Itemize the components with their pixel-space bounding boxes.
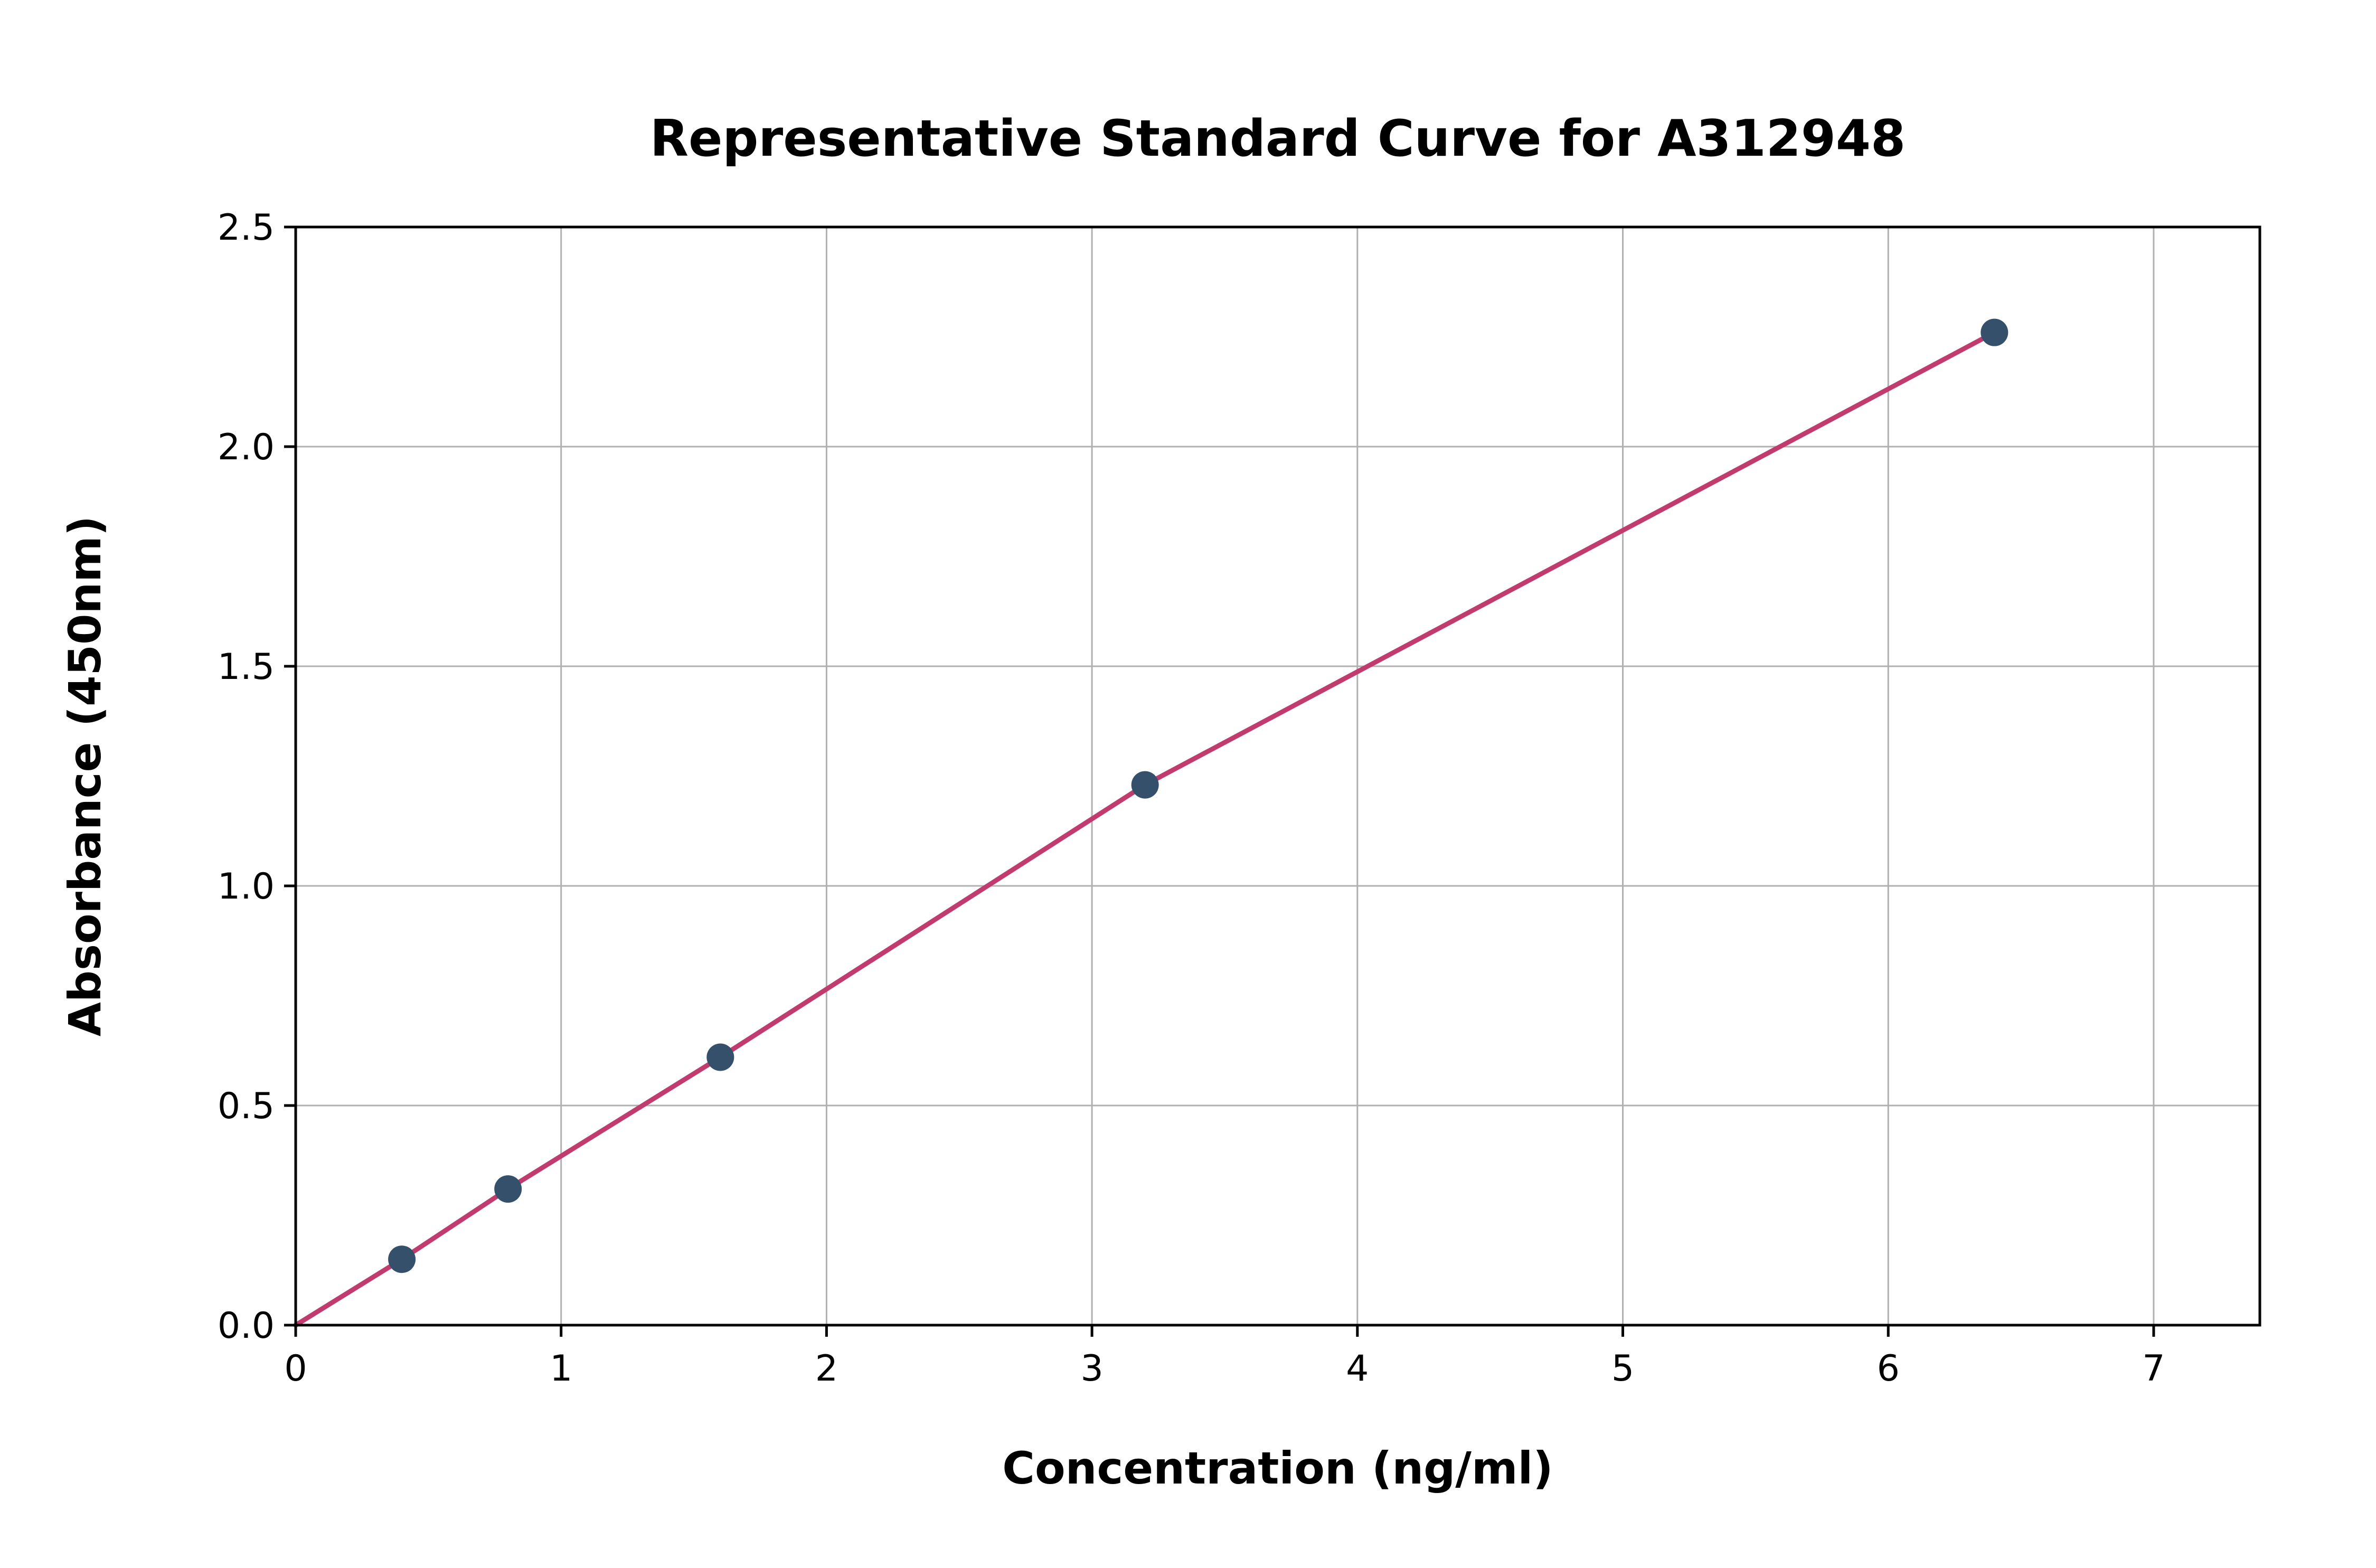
y-axis-label: Absorbance (450nm) [59, 516, 111, 1036]
x-tick-label: 2 [815, 1348, 838, 1390]
chart-title: Representative Standard Curve for A31294… [650, 110, 1906, 168]
y-tick-label: 1.5 [218, 646, 275, 688]
plot-border [294, 225, 2261, 1327]
y-tick-label: 0.5 [218, 1085, 275, 1127]
data-point [706, 1043, 734, 1071]
tick-label-layer: 0 1 2 3 4 5 6 7 0.0 0.5 1.0 1.5 2.0 2.5 [218, 207, 2165, 1390]
data-point [494, 1175, 522, 1203]
data-point [1131, 771, 1159, 799]
x-tick-label: 0 [284, 1348, 307, 1390]
data-layer [293, 318, 2009, 1328]
grid-layer [295, 226, 2260, 1326]
x-tick-label: 6 [1877, 1348, 1900, 1390]
y-tick-label: 0.0 [218, 1305, 275, 1347]
data-point [388, 1245, 416, 1273]
x-tick-label: 1 [550, 1348, 572, 1390]
axis-layer [284, 225, 2261, 1337]
x-tick-label: 4 [1346, 1348, 1369, 1390]
x-tick-label: 5 [1611, 1348, 1634, 1390]
standard-curve-line [293, 330, 1997, 1328]
x-axis-label: Concentration (ng/ml) [1002, 1442, 1553, 1494]
x-tick-label: 3 [1080, 1348, 1103, 1390]
x-tick-label: 7 [2142, 1348, 2165, 1390]
data-point [1981, 318, 2009, 346]
y-tick-label: 2.0 [218, 427, 275, 468]
y-tick-label: 2.5 [218, 207, 275, 249]
y-tick-label: 1.0 [218, 866, 275, 908]
